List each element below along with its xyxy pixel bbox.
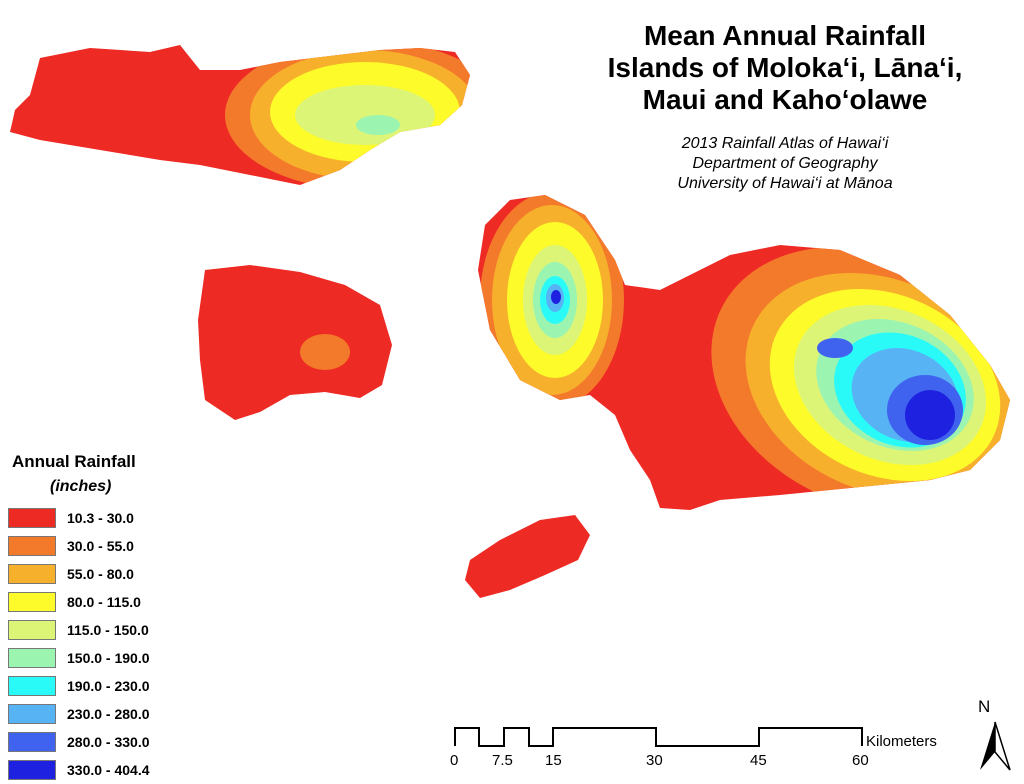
scale-tick-label: 30: [646, 752, 663, 769]
legend: Annual Rainfall (inches) 10.3 - 30.0 30.0…: [8, 452, 198, 784]
legend-item: 115.0 - 150.0: [8, 616, 198, 644]
scale-tick-label: 15: [545, 752, 562, 769]
title-line: Mean Annual Rainfall: [643, 20, 927, 51]
legend-swatch: [8, 508, 56, 528]
scale-bar: [454, 727, 863, 747]
legend-swatch: [8, 592, 56, 612]
subtitle-line: 2013 Rainfall Atlas of Hawai‘i: [681, 135, 889, 152]
legend-item: 55.0 - 80.0: [8, 560, 198, 588]
map-title: Mean Annual Rainfall Islands of Moloka‘i…: [560, 20, 1010, 116]
legend-item: 280.0 - 330.0: [8, 728, 198, 756]
scale-tick-label: 7.5: [492, 752, 513, 769]
legend-label: 330.0 - 404.4: [67, 762, 150, 778]
legend-swatch: [8, 760, 56, 780]
island-lanai: [198, 265, 392, 420]
legend-label: 80.0 - 115.0: [67, 594, 141, 610]
title-line: Islands of Moloka‘i, Lāna‘i,: [607, 52, 963, 83]
legend-item: 150.0 - 190.0: [8, 644, 198, 672]
map-subtitle: 2013 Rainfall Atlas of Hawai‘i Departmen…: [560, 134, 1010, 194]
legend-label: 10.3 - 30.0: [67, 510, 134, 526]
north-arrow-icon: [980, 721, 1011, 771]
legend-item: 80.0 - 115.0: [8, 588, 198, 616]
island-molokai: [10, 45, 470, 185]
legend-units: (inches): [50, 478, 112, 495]
island-maui: [478, 195, 1010, 510]
legend-label: 280.0 - 330.0: [67, 734, 150, 750]
legend-item: 30.0 - 55.0: [8, 532, 198, 560]
legend-item: 330.0 - 404.4: [8, 756, 198, 784]
legend-title: Annual Rainfall: [12, 452, 136, 471]
legend-swatch: [8, 620, 56, 640]
legend-label: 55.0 - 80.0: [67, 566, 134, 582]
scale-unit-label: Kilometers: [866, 733, 937, 750]
legend-label: 230.0 - 280.0: [67, 706, 150, 722]
legend-swatch: [8, 536, 56, 556]
legend-label: 30.0 - 55.0: [67, 538, 134, 554]
legend-swatch: [8, 564, 56, 584]
legend-swatch: [8, 704, 56, 724]
legend-swatch: [8, 648, 56, 668]
scale-tick-label: 45: [750, 752, 767, 769]
north-label: N: [978, 697, 991, 716]
title-line: Maui and Kaho‘olawe: [642, 84, 928, 115]
legend-swatch: [8, 732, 56, 752]
subtitle-line: Department of Geography: [692, 155, 878, 172]
legend-item: 190.0 - 230.0: [8, 672, 198, 700]
legend-item: 230.0 - 280.0: [8, 700, 198, 728]
legend-label: 115.0 - 150.0: [67, 622, 149, 638]
legend-swatch: [8, 676, 56, 696]
scale-tick-label: 60: [852, 752, 869, 769]
subtitle-line: University of Hawai‘i at Mānoa: [677, 175, 893, 192]
legend-label: 190.0 - 230.0: [67, 678, 150, 694]
island-kahoolawe: [465, 515, 590, 598]
scale-tick-label: 0: [450, 752, 459, 769]
legend-item: 10.3 - 30.0: [8, 504, 198, 532]
legend-label: 150.0 - 190.0: [67, 650, 150, 666]
